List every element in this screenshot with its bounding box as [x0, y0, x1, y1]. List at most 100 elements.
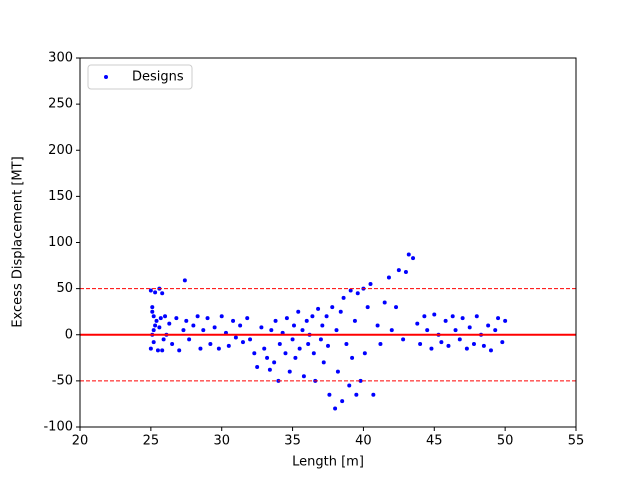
- data-point: [201, 328, 206, 333]
- data-point: [464, 346, 469, 351]
- x-axis-label: Length [m]: [292, 455, 364, 470]
- data-point: [320, 323, 325, 328]
- data-point: [155, 348, 160, 353]
- data-point: [160, 291, 165, 296]
- data-point: [365, 305, 370, 310]
- data-point: [411, 256, 416, 261]
- data-point: [396, 268, 401, 273]
- data-point: [174, 316, 179, 321]
- data-point: [432, 312, 437, 317]
- data-point: [205, 316, 210, 321]
- data-point: [362, 351, 367, 356]
- data-point: [301, 374, 306, 379]
- data-point: [233, 335, 238, 340]
- data-point: [216, 346, 221, 351]
- data-point: [425, 328, 430, 333]
- data-point: [326, 343, 330, 348]
- y-tick-label: 100: [48, 235, 73, 250]
- data-point: [330, 305, 335, 310]
- data-point: [493, 328, 498, 333]
- data-point: [394, 305, 399, 310]
- x-tick-label: 45: [426, 434, 443, 449]
- data-point: [334, 328, 339, 333]
- data-point: [245, 316, 250, 321]
- data-point: [382, 300, 387, 305]
- data-point: [446, 343, 451, 348]
- data-point: [304, 318, 309, 323]
- data-point: [290, 337, 295, 342]
- data-point: [341, 295, 346, 300]
- legend-label: Designs: [132, 70, 184, 85]
- data-point: [291, 323, 296, 328]
- data-point: [310, 314, 315, 319]
- data-point: [481, 343, 486, 348]
- data-point: [150, 309, 155, 314]
- y-tick-label: 0: [65, 327, 73, 342]
- data-point: [321, 360, 326, 365]
- data-point: [212, 325, 217, 330]
- data-point: [500, 340, 505, 345]
- y-tick-label: -50: [52, 373, 73, 388]
- y-tick-label: 50: [56, 281, 73, 296]
- data-point: [354, 392, 359, 397]
- data-point: [248, 337, 253, 342]
- legend-marker: [104, 75, 108, 79]
- y-tick-label: 200: [48, 143, 73, 158]
- data-point: [296, 309, 301, 314]
- x-tick-label: 30: [213, 434, 230, 449]
- data-point: [262, 346, 267, 351]
- data-point: [191, 323, 196, 328]
- data-point: [457, 337, 462, 342]
- data-point: [467, 325, 472, 330]
- data-point: [406, 252, 411, 257]
- data-point: [453, 328, 458, 333]
- data-point: [344, 341, 349, 346]
- data-point: [148, 346, 153, 351]
- data-point: [311, 351, 316, 356]
- data-point: [389, 328, 394, 333]
- data-point: [324, 314, 329, 319]
- x-tick-label: 25: [143, 434, 160, 449]
- data-point: [474, 314, 479, 319]
- x-tick-label: 55: [568, 434, 585, 449]
- data-point: [153, 290, 158, 295]
- data-point: [300, 328, 305, 333]
- data-point: [293, 355, 298, 360]
- data-point: [208, 341, 213, 346]
- data-point: [297, 346, 302, 351]
- data-point: [151, 314, 156, 319]
- x-tick-label: 50: [497, 434, 514, 449]
- data-point: [167, 321, 172, 326]
- y-tick-label: 150: [48, 189, 73, 204]
- data-point: [151, 328, 156, 333]
- data-point: [439, 340, 444, 345]
- data-point: [198, 346, 203, 351]
- data-point: [226, 343, 231, 348]
- y-tick-label: -100: [43, 420, 73, 435]
- data-point: [182, 278, 187, 283]
- legend-box: [87, 64, 193, 90]
- data-point: [283, 351, 288, 356]
- data-point: [443, 318, 448, 323]
- data-point: [177, 348, 182, 353]
- data-point: [306, 341, 311, 346]
- data-point: [401, 337, 406, 342]
- data-point: [368, 282, 373, 287]
- data-point: [338, 309, 343, 314]
- data-point: [153, 323, 158, 328]
- data-point: [429, 346, 434, 351]
- data-point: [277, 341, 282, 346]
- x-tick-label: 40: [355, 434, 372, 449]
- data-point: [187, 337, 192, 342]
- data-point: [240, 340, 245, 345]
- data-point: [195, 314, 200, 319]
- data-point: [273, 318, 278, 323]
- plot-area: [80, 252, 576, 411]
- data-point: [352, 318, 357, 323]
- data-point: [148, 288, 153, 293]
- data-point: [375, 323, 380, 328]
- data-point: [348, 288, 353, 293]
- y-tick-label: 250: [48, 97, 73, 112]
